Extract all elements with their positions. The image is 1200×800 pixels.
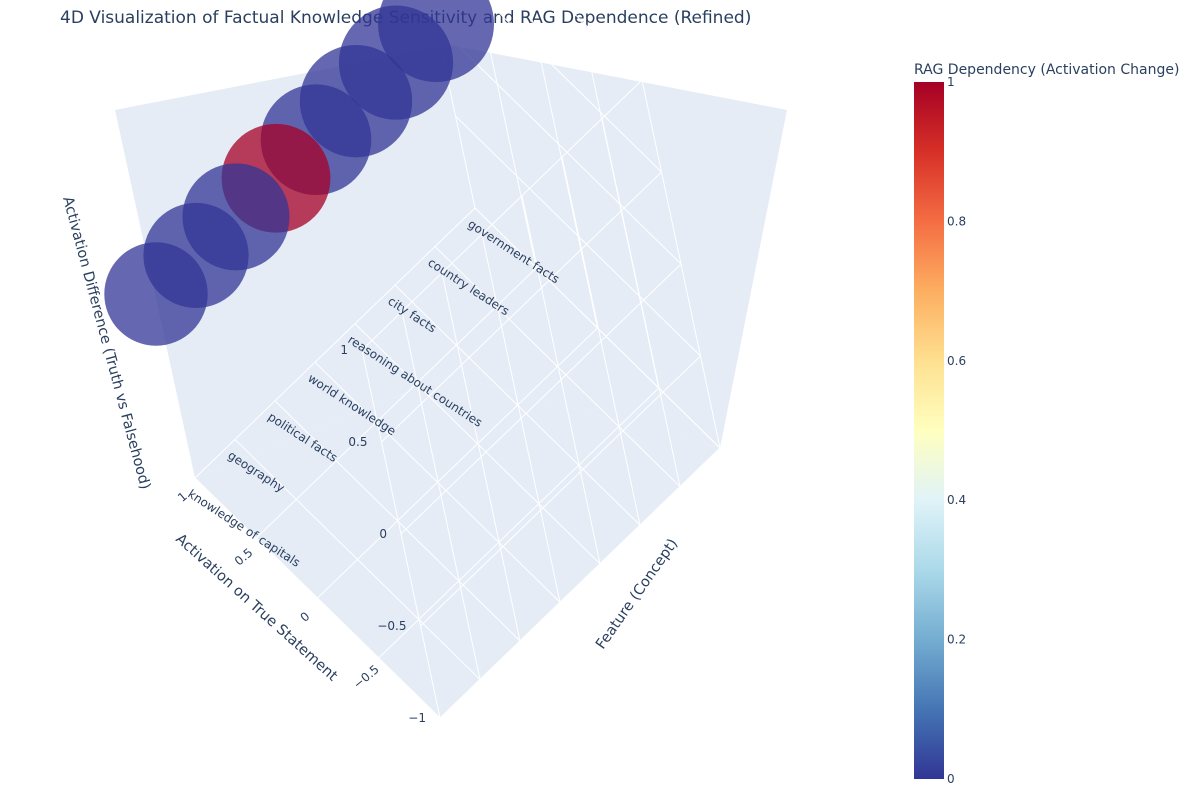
- gridline: [361, 79, 643, 351]
- z-tick-label: −0.5: [377, 619, 406, 633]
- z-axis-title: Activation Difference (Truth vs Falsehoo…: [59, 195, 153, 491]
- data-markers: [104, 0, 494, 346]
- gridline: [378, 387, 660, 659]
- x-tick-label: 0: [298, 609, 313, 625]
- gridline: [194, 477, 441, 719]
- gridline: [317, 327, 598, 599]
- x-tick-label: −0.5: [351, 662, 382, 691]
- gridline: [434, 246, 681, 487]
- gridline: [255, 267, 537, 539]
- scene-side-wall: [450, 45, 787, 448]
- gridlines: [194, 0, 721, 719]
- colorbar-tick-label: 0.2: [947, 633, 966, 647]
- colorbar-tick-label: 0.8: [947, 214, 966, 228]
- gridline: [400, 263, 682, 535]
- z-tick-label: −1: [408, 711, 426, 725]
- data-marker: [104, 242, 208, 346]
- gridline: [420, 355, 701, 627]
- colorbar: RAG Dependency (Activation Change) 1 0.8 0…: [914, 62, 1179, 786]
- gridline: [354, 323, 601, 565]
- x-tick-label: 0.5: [232, 545, 256, 568]
- scene-floor: [195, 375, 720, 718]
- z-tick-label: 0: [379, 527, 387, 541]
- gridline: [559, 0, 643, 81]
- gridline: [234, 439, 481, 680]
- colorbar-tick-label: 1: [947, 75, 955, 89]
- gridline: [314, 361, 561, 603]
- gridline: [194, 207, 476, 479]
- colorbar-title: RAG Dependency (Activation Change): [914, 62, 1179, 78]
- colorbar-tick-label: 0.6: [947, 354, 966, 368]
- scene-3d[interactable]: −0.500.51 knowledge of capitalsgeography…: [59, 0, 787, 725]
- gridline: [274, 400, 521, 642]
- z-axis-ticks: 1 0.5 0 −0.5 −1: [340, 343, 426, 725]
- z-tick-label: 0.5: [348, 435, 367, 449]
- gridline: [474, 207, 721, 449]
- gridline: [485, 0, 662, 173]
- colorbar-tick-label: 0: [947, 772, 955, 786]
- gridline: [381, 171, 662, 443]
- z-tick-label: 1: [340, 343, 348, 357]
- colorbar-gradient: [914, 82, 944, 779]
- gridline: [455, 115, 701, 357]
- colorbar-ticks: 1 0.8 0.6 0.4 0.2 0: [947, 75, 966, 786]
- gridline: [394, 284, 641, 526]
- gridline: [439, 447, 721, 719]
- colorbar-tick-label: 0.4: [947, 493, 966, 507]
